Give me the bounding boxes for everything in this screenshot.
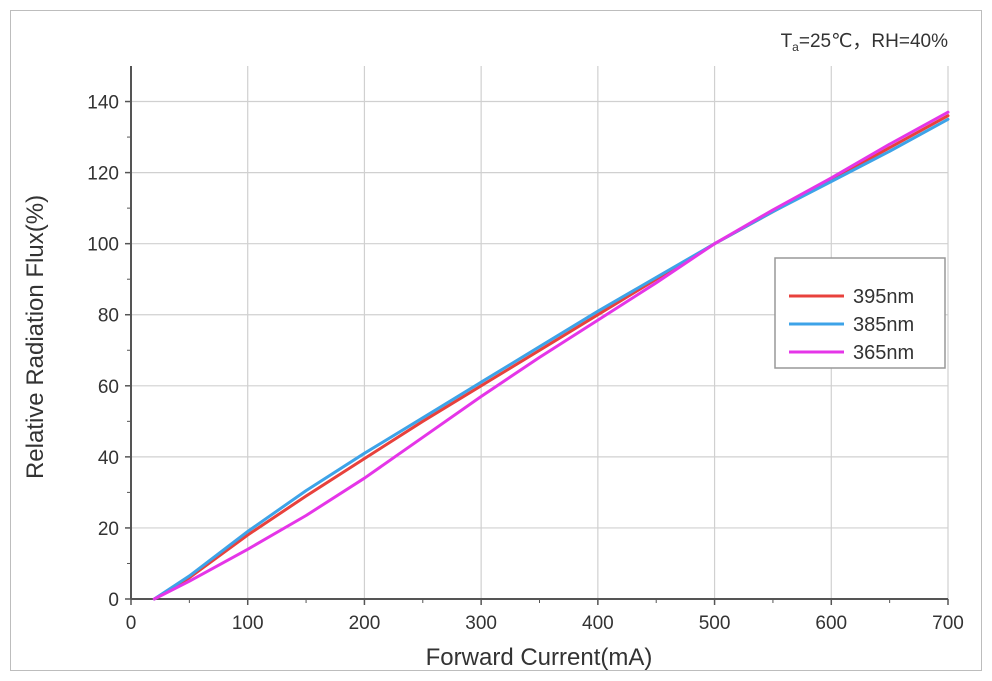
chart-frame: 0 100 200 300 400 500 600 700 0 20 40 60 80 100 120 140… (10, 10, 982, 671)
y-tick-label: 60 (98, 377, 119, 398)
x-tick-label: 500 (699, 613, 731, 634)
x-tick-label: 100 (232, 613, 264, 634)
legend-label-395nm: 395nm (853, 286, 914, 308)
series-line-385nm (152, 117, 950, 601)
ticks: 0 100 200 300 400 500 600 700 0 20 40 60 80 100 120 140 (87, 93, 964, 634)
y-tick-label: 40 (98, 448, 119, 469)
condition-label: Ta=25℃，RH=40% (781, 31, 949, 54)
series-lines (152, 110, 950, 601)
y-axis-title: Relative Radiation Flux(%) (22, 195, 49, 479)
x-tick-label: 0 (126, 613, 137, 634)
y-tick-label: 140 (87, 93, 119, 114)
legend-label-365nm: 365nm (853, 342, 914, 364)
x-axis-title: Forward Current(mA) (426, 644, 653, 671)
legend-box (774, 257, 946, 369)
y-tick-label: 0 (108, 590, 119, 611)
series-line-365nm (152, 110, 950, 601)
chart-svg: 0 100 200 300 400 500 600 700 0 20 40 60 80 100 120 140… (22, 31, 964, 671)
y-tick-label: 100 (87, 235, 119, 256)
x-tick-label: 700 (932, 613, 964, 634)
x-tick-label: 200 (349, 613, 381, 634)
x-tick-label: 400 (582, 613, 614, 634)
legend: 395nm 385nm 365nm (774, 257, 946, 369)
x-tick-label: 600 (815, 613, 847, 634)
x-tick-label: 300 (465, 613, 497, 634)
y-tick-label: 20 (98, 519, 119, 540)
legend-label-385nm: 385nm (853, 314, 914, 336)
y-tick-label: 80 (98, 306, 119, 327)
y-tick-label: 120 (87, 164, 119, 185)
